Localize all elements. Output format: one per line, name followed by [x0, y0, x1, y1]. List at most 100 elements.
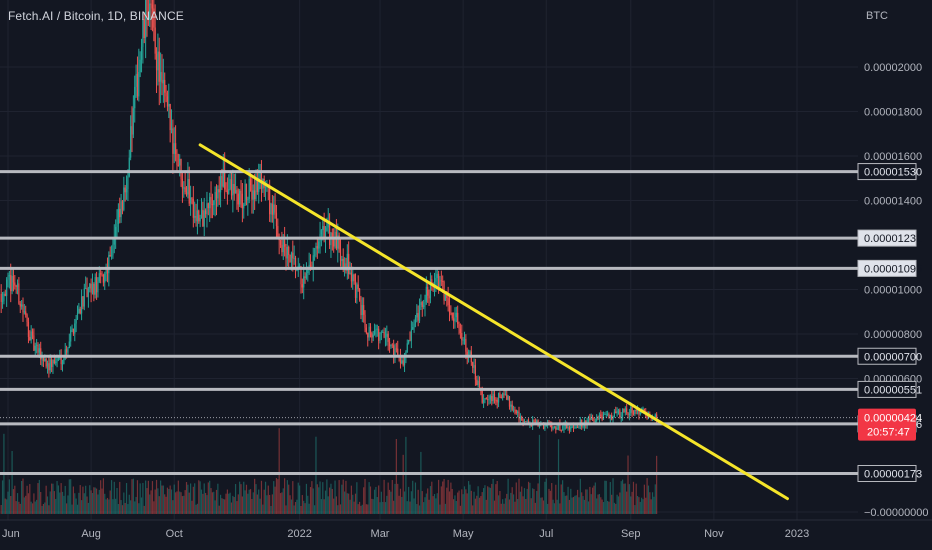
candle-body: [594, 420, 596, 422]
candle-body: [503, 393, 505, 395]
level-price-tag: [857, 163, 917, 181]
volume-bar: [67, 495, 69, 514]
candle-body: [105, 267, 107, 274]
volume-bar: [286, 480, 288, 514]
candle-body: [78, 308, 80, 313]
symbol-title[interactable]: Fetch.AI / Bitcoin, 1D, BINANCE: [8, 9, 184, 23]
volume-bar: [530, 498, 532, 514]
candle-body: [399, 357, 402, 364]
price-axis[interactable]: 0.00002000 0.00001800 0.00001600 0.00001400…: [864, 62, 929, 519]
volume-bar: [578, 497, 580, 514]
candle-body: [56, 358, 58, 362]
candle-body: [145, 0, 147, 39]
volume-bar: [621, 479, 624, 514]
volume-bar: [46, 496, 49, 514]
candle-body: [108, 254, 110, 274]
candle-body: [199, 218, 201, 222]
candle-body: [154, 27, 156, 54]
volume-bar: [157, 488, 159, 514]
candle-body: [136, 73, 139, 97]
candle-body: [102, 275, 104, 283]
volume-bar: [64, 485, 66, 514]
volume-bar: [594, 482, 596, 514]
volume-bar: [421, 491, 423, 514]
trendline-layer[interactable]: [198, 143, 789, 501]
candle-body: [600, 414, 602, 417]
candle-body: [110, 255, 113, 257]
candle-body: [631, 407, 633, 413]
volume-bar: [348, 493, 350, 514]
volume-bar: [183, 495, 185, 514]
candle-body: [30, 331, 32, 341]
volume-bar: [116, 487, 118, 514]
candle-body: [206, 203, 208, 215]
volume-bar: [10, 496, 12, 514]
candle-body: [158, 51, 160, 82]
volume-bar: [134, 501, 136, 514]
candle-body: [202, 209, 204, 227]
volume-bar: [31, 503, 34, 514]
candle-body: [149, 3, 151, 19]
candle-body: [211, 203, 214, 206]
candle-body: [83, 288, 85, 307]
volume-bar: [598, 494, 601, 514]
volume-bar: [146, 488, 148, 514]
volume-bar: [158, 496, 160, 514]
volume-bar: [645, 497, 647, 514]
candle-body: [373, 330, 376, 335]
volume-bar: [57, 485, 60, 514]
candle-body: [191, 197, 193, 199]
volume-bar: [307, 495, 309, 514]
volume-bar: [376, 497, 378, 514]
candle-body: [372, 334, 374, 338]
volume-bar: [300, 505, 302, 514]
candle-body: [435, 278, 437, 282]
volume-bar: [191, 500, 193, 514]
candle-body: [371, 333, 373, 338]
volume-bar: [630, 496, 632, 514]
horizontal-levels[interactable]: [0, 170, 858, 476]
time-axis[interactable]: Jun Aug Oct 2022 Mar May Jul Sep Nov 2023: [0, 519, 932, 550]
volume-bar: [567, 486, 569, 514]
volume-bar: [553, 503, 556, 514]
volume-bar: [444, 503, 447, 514]
candle-body: [384, 336, 387, 338]
candle-body: [273, 204, 275, 215]
candle-body: [627, 412, 629, 416]
volume-bar: [560, 484, 562, 514]
volume-bar: [33, 493, 35, 514]
candle-body: [34, 345, 36, 351]
candle-body: [551, 425, 553, 429]
volume-bar: [557, 439, 560, 514]
volume-bar: [519, 491, 521, 514]
volume-bar: [278, 428, 280, 514]
volume-bar: [533, 489, 535, 514]
volume-bar: [91, 492, 94, 514]
candle-body: [497, 393, 500, 403]
volume-bar: [525, 498, 527, 514]
candle-body: [101, 274, 103, 276]
candle-body: [545, 424, 547, 427]
candle-body: [165, 92, 167, 97]
candle-body: [620, 416, 622, 418]
candle-body: [619, 410, 621, 418]
volume-bar: [284, 478, 286, 514]
volume-bar: [403, 491, 406, 514]
volume-bar: [354, 493, 357, 514]
volume-bar: [97, 494, 99, 514]
volume-bar: [254, 478, 256, 514]
volume-bar: [217, 483, 219, 514]
volume-bar: [192, 486, 194, 514]
candle-body: [180, 158, 182, 180]
volume-bar: [371, 498, 373, 514]
candle-body: [290, 252, 293, 263]
candle-body: [271, 203, 273, 215]
volume-bar: [121, 505, 124, 514]
candle-body: [390, 344, 392, 347]
volume-bar: [463, 486, 466, 514]
volume-bar: [224, 499, 226, 514]
volume-bar: [314, 505, 316, 514]
candle-body: [587, 418, 590, 421]
candle-body: [593, 418, 595, 422]
